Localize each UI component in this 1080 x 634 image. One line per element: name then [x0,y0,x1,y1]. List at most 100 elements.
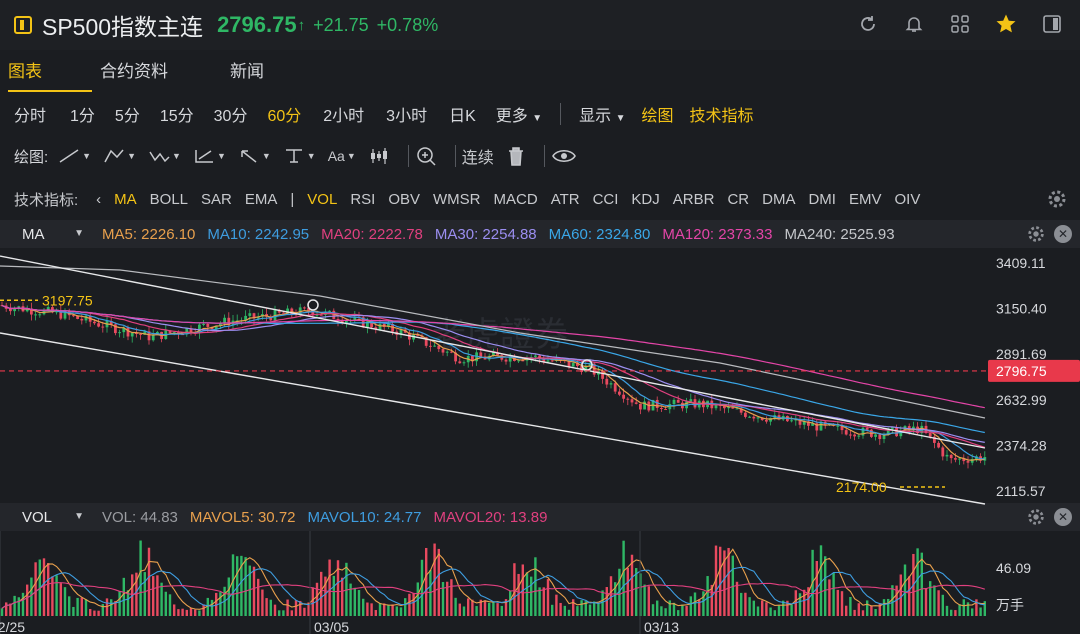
close-icon[interactable]: ✕ [1054,225,1072,243]
indicator-obv[interactable]: OBV [388,190,421,208]
tab-chart[interactable]: 图表 [0,50,92,94]
volume-bar [101,604,104,616]
volume-bar [962,599,965,616]
polyline-tool-icon[interactable]: ▼ [103,148,136,164]
volume-bar [303,607,306,616]
period-1m[interactable]: 1分 [70,108,95,125]
arrow-tool-icon[interactable]: ▼ [238,148,271,164]
candle-body [340,320,344,323]
indicator-ema[interactable]: EMA [244,190,278,208]
display-menu[interactable]: 显示 ▼ [571,102,633,126]
volume-bar [609,576,613,616]
indicator-vol[interactable]: VOL [307,190,338,208]
ma-selector[interactable]: MA ▼ [22,226,90,243]
volume-bar [660,606,663,616]
text-tool-icon[interactable]: ▼ [283,148,316,164]
draw-toggle[interactable]: 绘图 [641,108,674,125]
indicator-settings-gear-icon[interactable] [1046,188,1068,215]
price-tick-label: 2632.99 [996,392,1047,408]
volume-bar [819,545,823,616]
volume-bar [454,597,457,616]
volume-bar [68,596,71,616]
volume-bar [63,587,67,616]
period-30m[interactable]: 30分 [213,108,248,125]
volume-bar [693,592,697,616]
indicator-emv[interactable]: EMV [848,190,882,208]
eye-icon[interactable] [551,147,577,165]
contract-icon [14,16,32,34]
tab-contract-info[interactable]: 合约资料 [100,62,168,81]
volume-bar [773,610,776,616]
period-15m[interactable]: 15分 [159,108,194,125]
font-size-tool[interactable]: Aa ▼ [327,148,356,164]
volume-bar [546,579,550,616]
wave-tool-icon[interactable]: ▼ [148,148,181,164]
continuous-toggle[interactable]: 连续 [461,150,494,167]
indicator-dma[interactable]: DMA [762,190,796,208]
instrument-title: SP500指数主连 [42,14,204,40]
period-timeshare[interactable]: 分时 [14,108,47,125]
fib-tool-icon[interactable]: ▼ [193,148,226,164]
vol-selector[interactable]: VOL ▼ [22,509,90,526]
volume-bar [538,587,541,616]
star-icon[interactable] [994,12,1018,36]
gear-icon[interactable] [1026,224,1046,244]
indicator-sar[interactable]: SAR [201,190,232,208]
zoom-in-icon[interactable] [415,145,437,167]
price-tick-label: 3409.11 [996,255,1046,271]
volume-bar [840,591,844,616]
tech-indicator-toggle[interactable]: 技术指标 [689,108,754,125]
volume-bar [210,599,214,616]
tab-news[interactable]: 新闻 [230,62,264,81]
period-2h[interactable]: 2小时 [323,108,365,125]
candle-body [76,315,79,319]
candle-body [521,360,525,362]
gear-icon[interactable] [1026,507,1046,527]
volume-bar [147,547,151,616]
indicator-cr[interactable]: CR [727,190,750,208]
volume-bar [845,605,848,616]
grid-icon[interactable] [948,12,972,36]
candle-body [303,307,306,309]
refresh-icon[interactable] [856,12,880,36]
volume-bar [983,601,986,616]
candle-body [542,358,546,362]
indicator-atr[interactable]: ATR [550,190,580,208]
indicator-oiv[interactable]: OIV [894,190,921,208]
candle-body [941,447,945,457]
indicator-ma[interactable]: MA [114,190,137,208]
current-price-label: 2796.75 [996,363,1047,379]
volume-bar [299,600,302,616]
volume-bar [861,610,865,616]
candle-body [135,332,138,334]
indicator-dmi[interactable]: DMI [808,190,836,208]
candle-tool-icon[interactable] [368,147,390,165]
indicator-rsi[interactable]: RSI [350,190,376,208]
bell-icon[interactable] [902,12,926,36]
ma-legend-item: MA240: 2525.93 [784,225,895,243]
indicator-wmsr[interactable]: WMSR [433,190,481,208]
header-bar: SP500指数主连 2796.75 ↑ +21.75 +0.78% [0,0,1080,50]
indicator-boll[interactable]: BOLL [149,190,189,208]
kline-chart[interactable]: 老虎證券3197.752174.003409.113150.402891.692… [0,248,1080,634]
sidebar-toggle-icon[interactable] [1040,12,1064,36]
prev-arrow-icon[interactable]: ‹ [96,190,102,208]
vol-legend-bar: VOL ▼ VOL: 44.83 MAVOL5: 30.72 MAVOL10: 24.… [0,503,1080,531]
close-icon[interactable]: ✕ [1054,508,1072,526]
period-60m[interactable]: 60分 [267,108,302,125]
period-more[interactable]: 更多 ▼ [488,102,550,126]
line-tool-icon[interactable]: ▼ [58,148,91,164]
volume-bar [9,603,12,616]
indicator-kdj[interactable]: KDJ [631,190,660,208]
period-3h[interactable]: 3小时 [386,108,428,125]
period-5m[interactable]: 5分 [114,108,140,125]
volume-bar [55,575,58,616]
indicator-cci[interactable]: CCI [592,190,619,208]
candle-body [462,362,466,364]
period-day[interactable]: 日K [449,108,476,125]
volume-bar [937,590,940,616]
indicator-macd[interactable]: MACD [493,190,538,208]
indicator-arbr[interactable]: ARBR [672,190,715,208]
trash-icon[interactable] [506,145,526,167]
vol-unit-label: 万手 [996,597,1024,613]
